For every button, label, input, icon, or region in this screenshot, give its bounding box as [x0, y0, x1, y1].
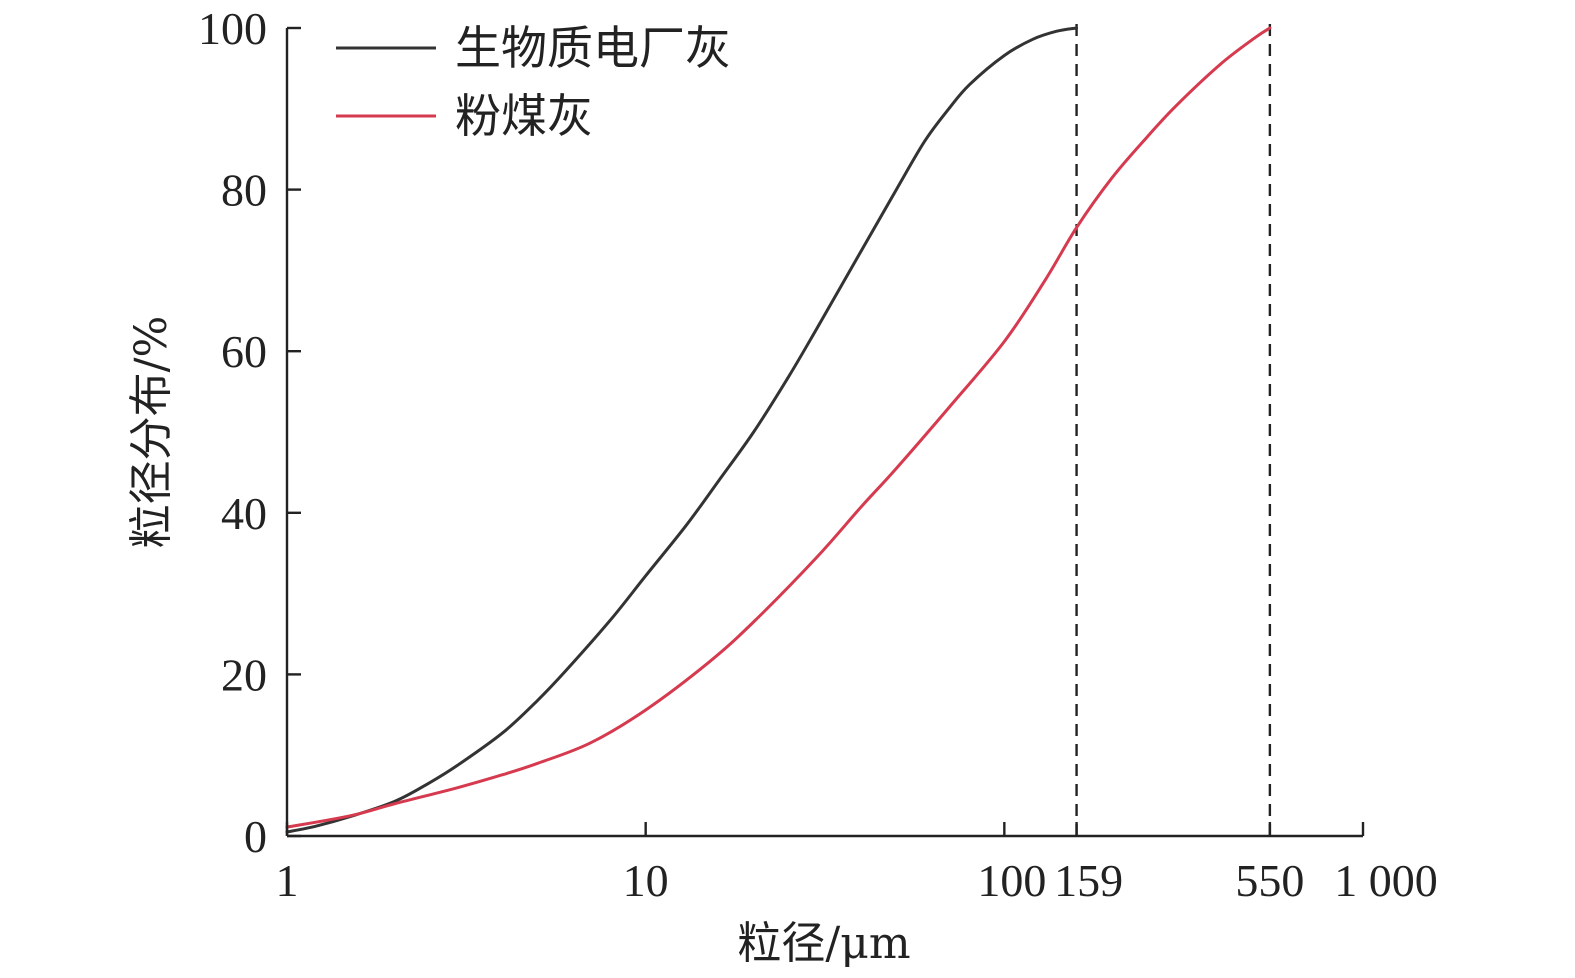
y-axis-title: 粒径分布/% [126, 316, 177, 549]
x-tick-label: 10 [623, 855, 669, 906]
axes [285, 28, 1363, 838]
x-tick-label: 1 000 [1334, 855, 1438, 906]
y-tick-label: 0 [244, 811, 267, 862]
y-tick-label: 80 [221, 165, 267, 216]
x-tick-label: 550 [1235, 855, 1304, 906]
x-tick-label: 1 [276, 855, 299, 906]
y-tick-label: 20 [221, 649, 267, 700]
plot-area [285, 24, 1272, 836]
x-tick-label: 159 [1054, 855, 1123, 906]
legend-label: 生物质电厂灰 [455, 21, 731, 75]
series-line-1 [285, 26, 1272, 829]
x-tick-label: 100 [977, 855, 1046, 906]
y-tick-label: 60 [221, 326, 267, 377]
x-axis-title: 粒径/μm [737, 918, 910, 969]
y-tick-label: 40 [221, 488, 267, 539]
y-tick-label: 100 [198, 3, 267, 54]
series-line-0 [285, 26, 1079, 834]
legend-label: 粉煤灰 [455, 89, 593, 143]
